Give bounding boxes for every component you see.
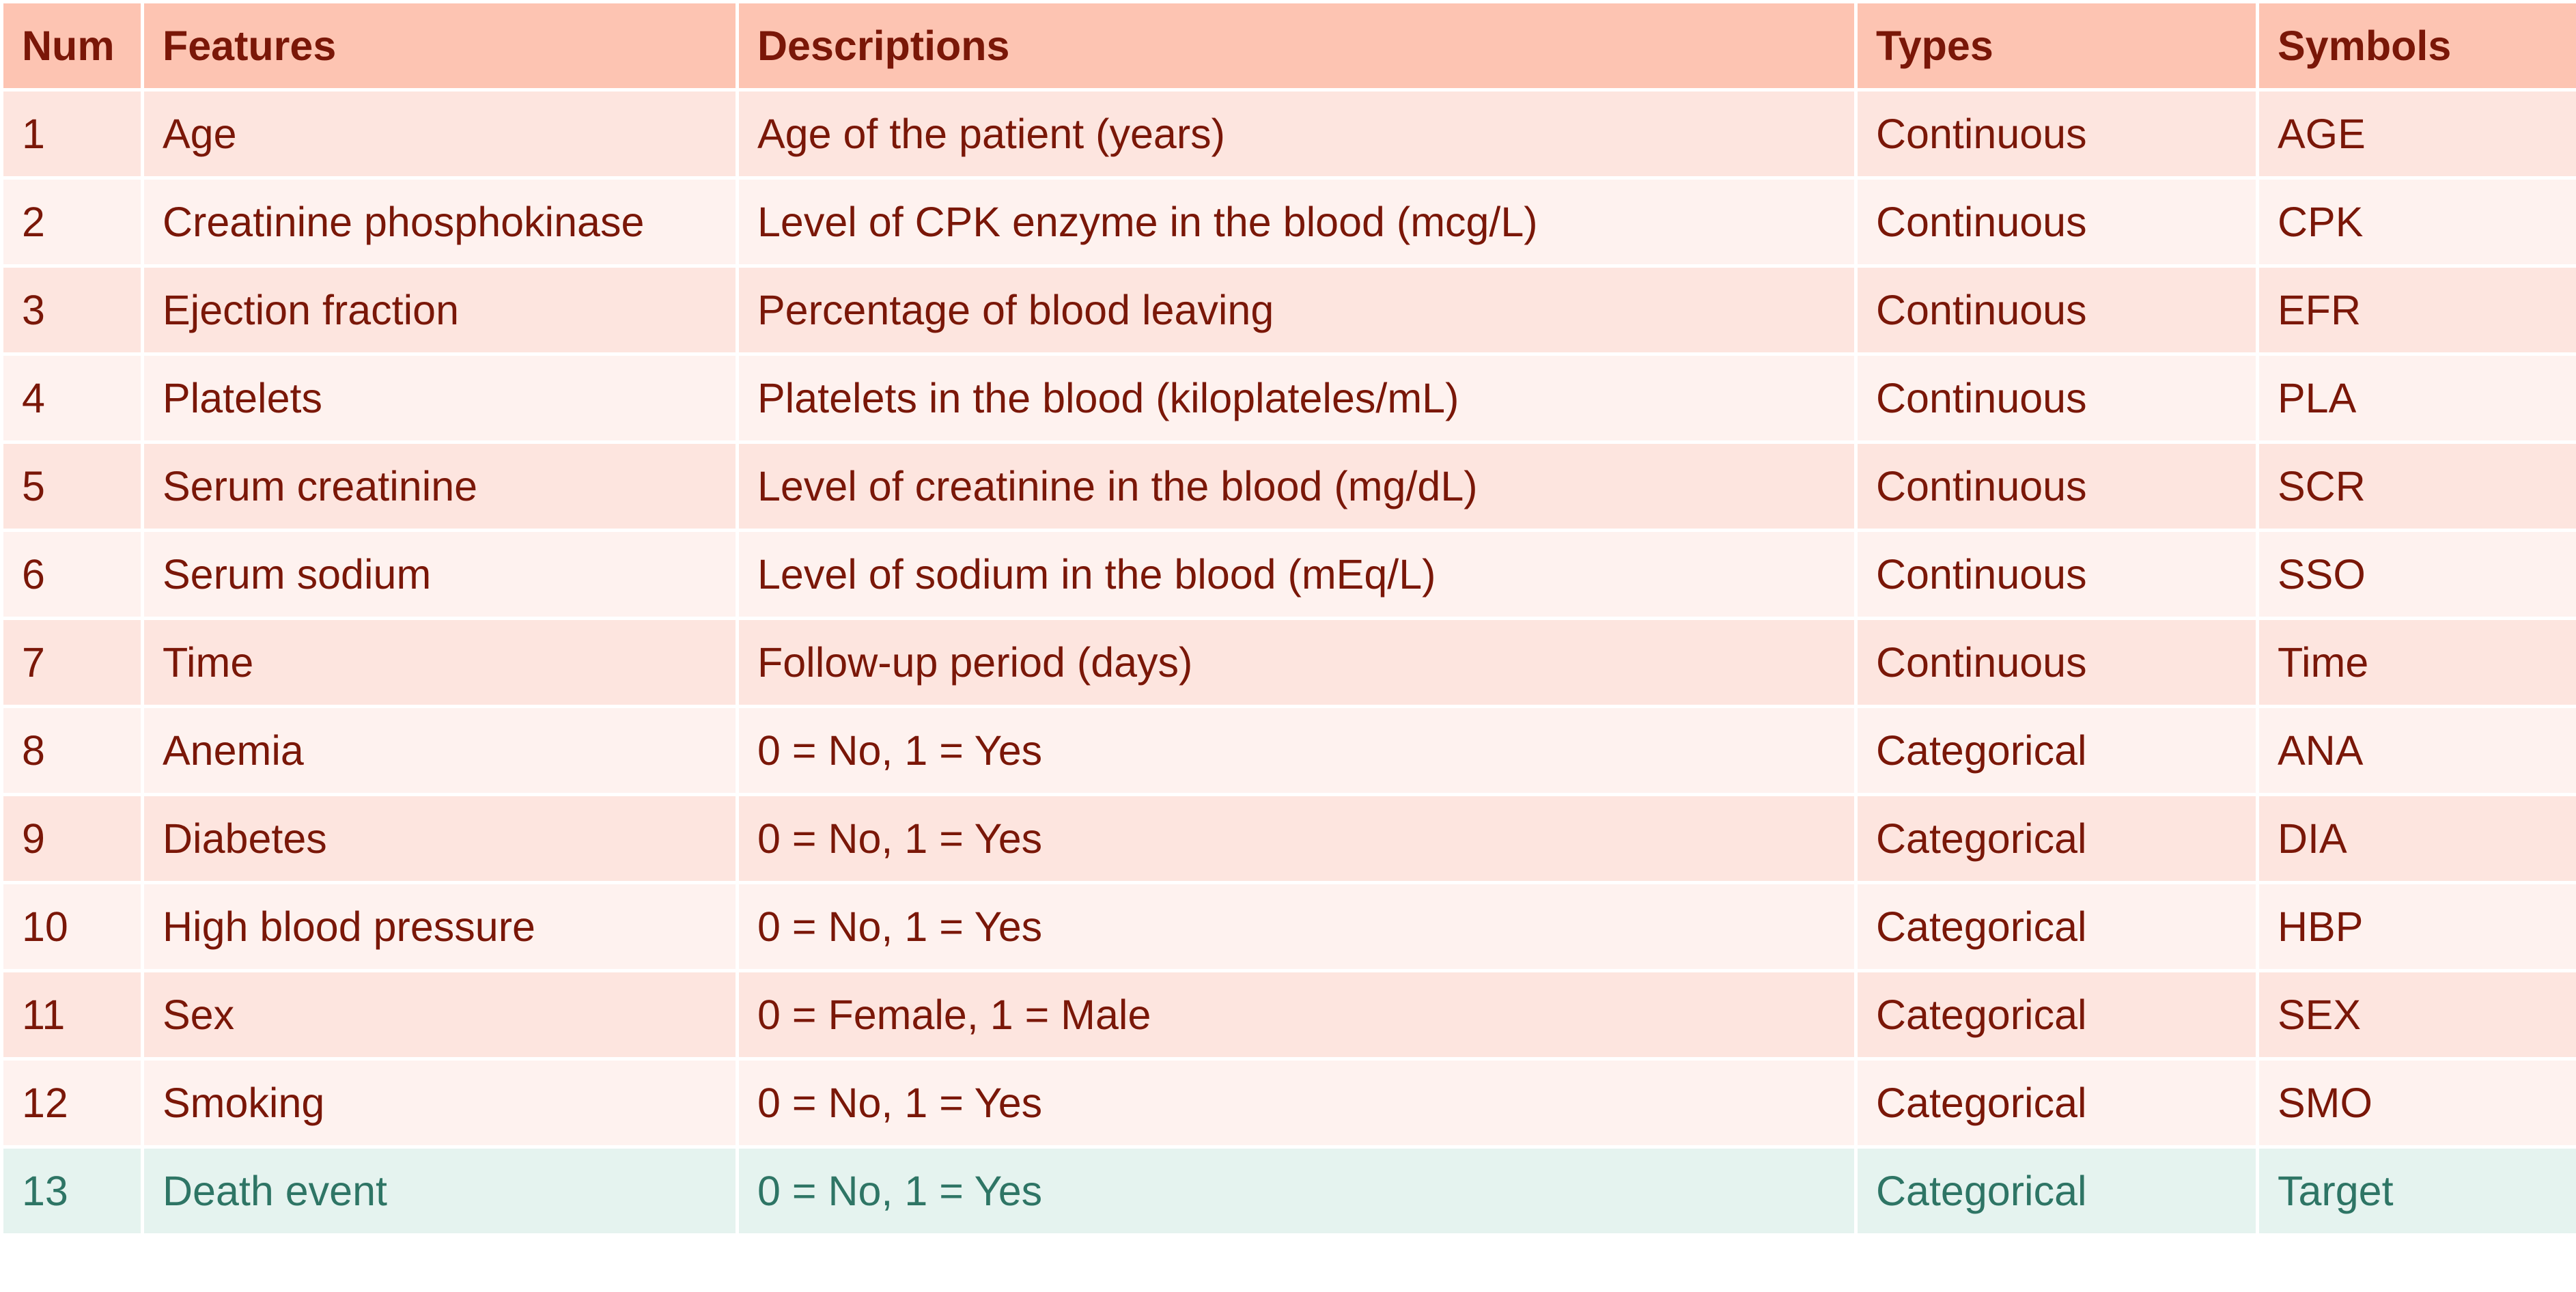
- cell-feature: Diabetes: [144, 796, 736, 881]
- cell-feature: Sex: [144, 972, 736, 1057]
- cell-feature: Serum creatinine: [144, 444, 736, 529]
- cell-num: 9: [3, 796, 141, 881]
- cell-num: 3: [3, 268, 141, 352]
- cell-type: Continuous: [1858, 620, 2256, 705]
- cell-num: 11: [3, 972, 141, 1057]
- cell-type: Continuous: [1858, 92, 2256, 176]
- cell-type: Categorical: [1858, 796, 2256, 881]
- header-descriptions: Descriptions: [739, 3, 1854, 88]
- cell-symbol: HBP: [2259, 884, 2576, 969]
- cell-feature: Platelets: [144, 356, 736, 440]
- cell-description: Follow-up period (days): [739, 620, 1854, 705]
- cell-type: Categorical: [1858, 708, 2256, 793]
- cell-symbol: Time: [2259, 620, 2576, 705]
- feature-table-container: Num Features Descriptions Types Symbols …: [3, 3, 2576, 1233]
- cell-num: 10: [3, 884, 141, 969]
- cell-num: 1: [3, 92, 141, 176]
- cell-symbol: SCR: [2259, 444, 2576, 529]
- cell-type: Categorical: [1858, 1149, 2256, 1233]
- cell-feature: Time: [144, 620, 736, 705]
- cell-description: Level of CPK enzyme in the blood (mcg/L): [739, 180, 1854, 264]
- cell-description: Platelets in the blood (kiloplateles/mL): [739, 356, 1854, 440]
- cell-description: Level of sodium in the blood (mEq/L): [739, 532, 1854, 617]
- cell-num: 5: [3, 444, 141, 529]
- table-row: 2 Creatinine phosphokinase Level of CPK …: [3, 180, 2576, 264]
- table-row: 1 Age Age of the patient (years) Continu…: [3, 92, 2576, 176]
- cell-num: 13: [3, 1149, 141, 1233]
- table-row: 12 Smoking 0 = No, 1 = Yes Categorical S…: [3, 1061, 2576, 1145]
- cell-num: 6: [3, 532, 141, 617]
- cell-description: 0 = No, 1 = Yes: [739, 1149, 1854, 1233]
- cell-feature: Death event: [144, 1149, 736, 1233]
- cell-description: 0 = No, 1 = Yes: [739, 708, 1854, 793]
- table-row: 3 Ejection fraction Percentage of blood …: [3, 268, 2576, 352]
- cell-type: Continuous: [1858, 180, 2256, 264]
- cell-feature: Smoking: [144, 1061, 736, 1145]
- cell-symbol: EFR: [2259, 268, 2576, 352]
- header-symbols: Symbols: [2259, 3, 2576, 88]
- cell-type: Continuous: [1858, 444, 2256, 529]
- header-types: Types: [1858, 3, 2256, 88]
- cell-symbol: CPK: [2259, 180, 2576, 264]
- cell-feature: High blood pressure: [144, 884, 736, 969]
- cell-num: 8: [3, 708, 141, 793]
- cell-symbol: ANA: [2259, 708, 2576, 793]
- cell-feature: Creatinine phosphokinase: [144, 180, 736, 264]
- cell-description: 0 = No, 1 = Yes: [739, 796, 1854, 881]
- cell-feature: Anemia: [144, 708, 736, 793]
- cell-description: 0 = Female, 1 = Male: [739, 972, 1854, 1057]
- cell-symbol: SSO: [2259, 532, 2576, 617]
- cell-description: 0 = No, 1 = Yes: [739, 1061, 1854, 1145]
- table-row: 8 Anemia 0 = No, 1 = Yes Categorical ANA: [3, 708, 2576, 793]
- feature-table: Num Features Descriptions Types Symbols …: [3, 3, 2576, 1233]
- table-row: 7 Time Follow-up period (days) Continuou…: [3, 620, 2576, 705]
- table-row: 9 Diabetes 0 = No, 1 = Yes Categorical D…: [3, 796, 2576, 881]
- cell-feature: Ejection fraction: [144, 268, 736, 352]
- cell-num: 2: [3, 180, 141, 264]
- table-row-target: 13 Death event 0 = No, 1 = Yes Categoric…: [3, 1149, 2576, 1233]
- header-features: Features: [144, 3, 736, 88]
- cell-symbol: SMO: [2259, 1061, 2576, 1145]
- cell-num: 4: [3, 356, 141, 440]
- cell-symbol: DIA: [2259, 796, 2576, 881]
- cell-description: Percentage of blood leaving: [739, 268, 1854, 352]
- cell-description: Level of creatinine in the blood (mg/dL): [739, 444, 1854, 529]
- table-header-row: Num Features Descriptions Types Symbols: [3, 3, 2576, 88]
- cell-type: Continuous: [1858, 356, 2256, 440]
- cell-description: Age of the patient (years): [739, 92, 1854, 176]
- table-row: 10 High blood pressure 0 = No, 1 = Yes C…: [3, 884, 2576, 969]
- cell-symbol: AGE: [2259, 92, 2576, 176]
- table-row: 5 Serum creatinine Level of creatinine i…: [3, 444, 2576, 529]
- table-row: 6 Serum sodium Level of sodium in the bl…: [3, 532, 2576, 617]
- table-row: 11 Sex 0 = Female, 1 = Male Categorical …: [3, 972, 2576, 1057]
- cell-type: Continuous: [1858, 532, 2256, 617]
- cell-type: Categorical: [1858, 972, 2256, 1057]
- cell-symbol: Target: [2259, 1149, 2576, 1233]
- cell-type: Continuous: [1858, 268, 2256, 352]
- header-num: Num: [3, 3, 141, 88]
- cell-feature: Age: [144, 92, 736, 176]
- cell-num: 7: [3, 620, 141, 705]
- table-row: 4 Platelets Platelets in the blood (kilo…: [3, 356, 2576, 440]
- cell-type: Categorical: [1858, 884, 2256, 969]
- cell-num: 12: [3, 1061, 141, 1145]
- cell-symbol: PLA: [2259, 356, 2576, 440]
- cell-symbol: SEX: [2259, 972, 2576, 1057]
- cell-description: 0 = No, 1 = Yes: [739, 884, 1854, 969]
- cell-type: Categorical: [1858, 1061, 2256, 1145]
- cell-feature: Serum sodium: [144, 532, 736, 617]
